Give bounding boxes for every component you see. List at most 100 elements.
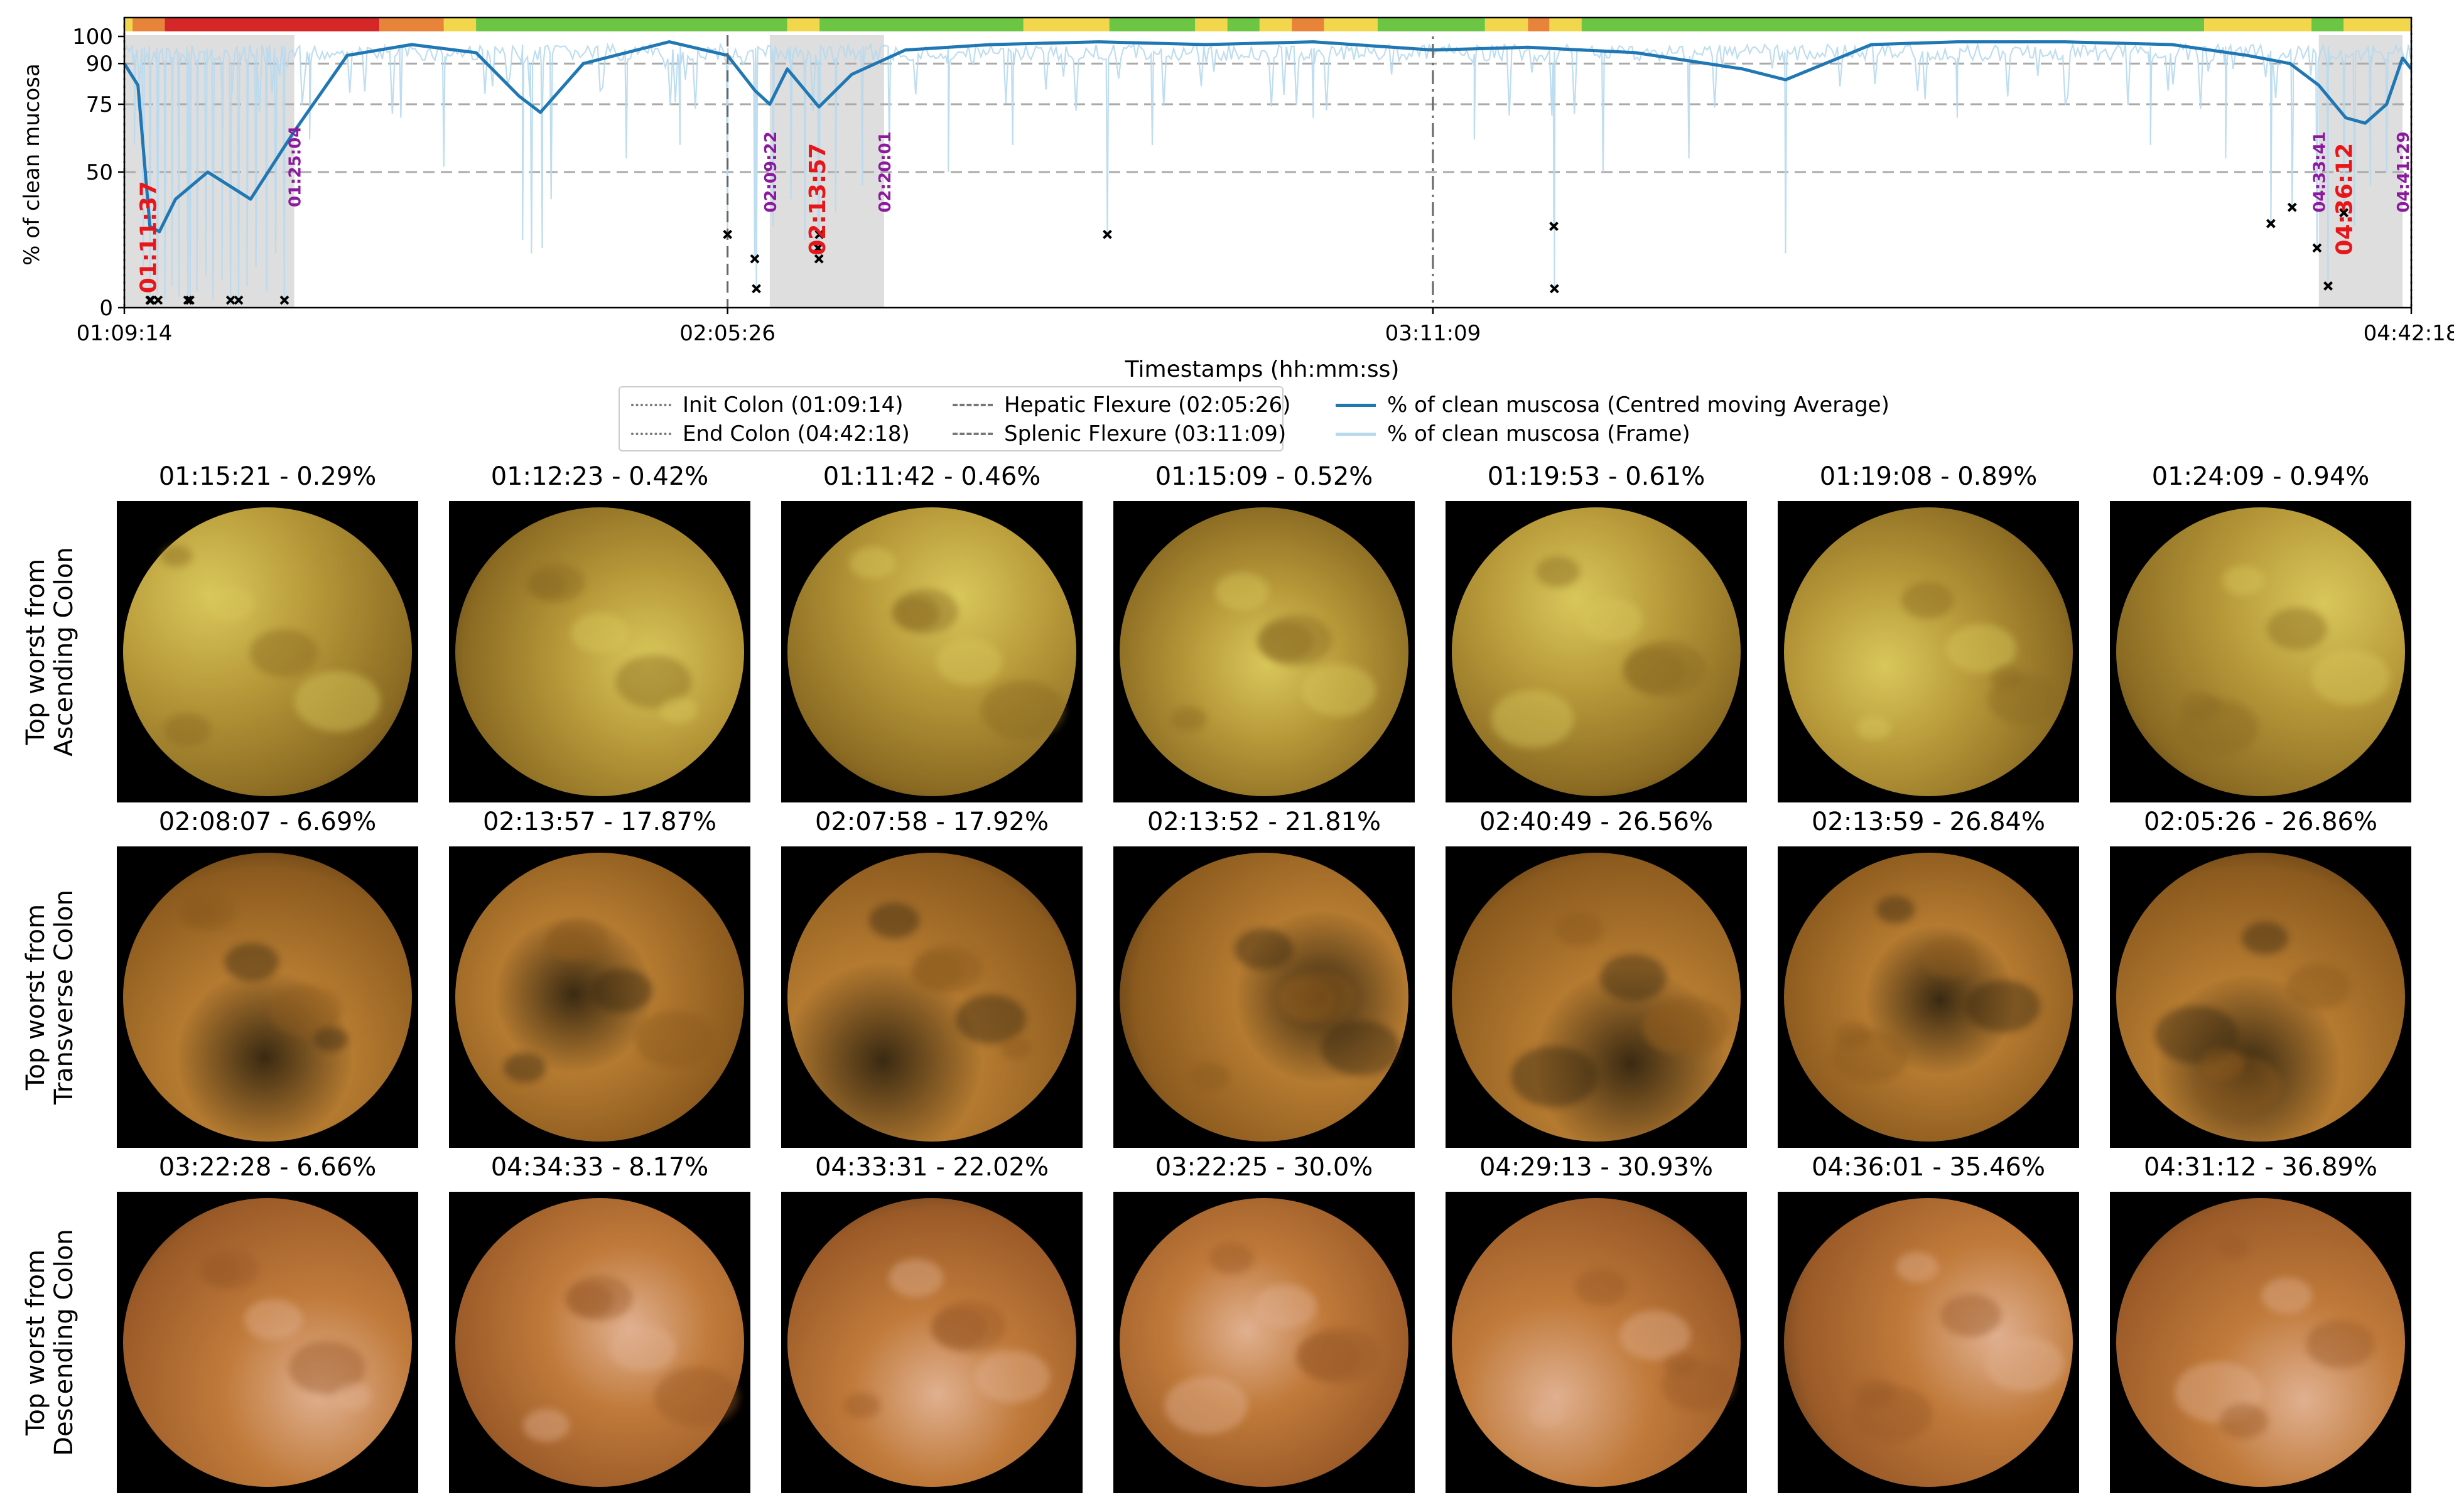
texture-blob xyxy=(1664,1353,1697,1376)
texture-blob xyxy=(590,969,652,1013)
texture-blob xyxy=(1555,912,1604,946)
texture-blob xyxy=(1985,1336,2064,1392)
texture-blob xyxy=(1165,1376,1248,1435)
quality-segment xyxy=(1324,18,1378,31)
annotation-label: 02:09:22 xyxy=(762,131,781,212)
texture-blob xyxy=(1832,1030,1908,1084)
texture-blob xyxy=(225,943,279,981)
texture-blob xyxy=(529,563,585,603)
marker xyxy=(723,229,733,239)
texture-blob xyxy=(202,1250,259,1289)
marker xyxy=(750,254,760,264)
legend-swatch-solid-dark xyxy=(1336,403,1376,407)
thumbnail-title: 04:33:31 - 22.02% xyxy=(814,1153,1049,1182)
texture-blob xyxy=(610,1325,676,1372)
x-tick-label: 03:11:09 xyxy=(1385,321,1481,346)
quality-segment xyxy=(787,18,820,31)
texture-blob xyxy=(1279,971,1356,1025)
texture-blob xyxy=(183,894,235,931)
endoscopy-frame-thumbnail xyxy=(117,501,418,802)
texture-blob xyxy=(1190,1062,1230,1091)
endoscopy-view xyxy=(1452,1198,1741,1487)
marker xyxy=(153,295,163,305)
endoscopy-frame-thumbnail xyxy=(1446,846,1747,1148)
texture-blob xyxy=(2197,1056,2282,1115)
texture-blob xyxy=(161,545,192,567)
texture-blob xyxy=(2286,964,2351,1010)
legend-label: Init Colon (01:09:14) xyxy=(683,392,904,418)
endoscopy-view xyxy=(1784,507,2073,796)
endoscopy-view xyxy=(455,853,744,1142)
frame-line xyxy=(123,41,2412,308)
endoscopy-view xyxy=(1120,853,1408,1142)
texture-blob xyxy=(180,901,216,926)
quality-segment xyxy=(2311,18,2344,31)
texture-blob xyxy=(894,589,958,634)
endoscopy-view xyxy=(1784,853,2073,1142)
endoscopy-frame-thumbnail xyxy=(2110,1192,2411,1493)
endoscopy-frame-thumbnail xyxy=(1113,1192,1415,1493)
texture-blob xyxy=(1511,1046,1597,1107)
legend: Init Colon (01:09:14) End Colon (04:42:1… xyxy=(619,386,1889,451)
y-tick-label: 75 xyxy=(86,92,113,117)
thumbnail-title: 02:40:49 - 26.56% xyxy=(1479,807,1714,836)
texture-blob xyxy=(1623,648,1687,693)
texture-blob xyxy=(200,1257,240,1285)
marker xyxy=(1549,284,1559,294)
texture-blob xyxy=(1857,716,1891,740)
legend-swatch-dashed xyxy=(953,404,993,406)
thumbnail-title: 04:31:12 - 36.89% xyxy=(2143,1153,2378,1182)
texture-blob xyxy=(850,547,895,580)
texture-blob xyxy=(2242,922,2288,954)
marker xyxy=(813,243,823,253)
texture-blob xyxy=(844,1393,880,1418)
texture-blob xyxy=(546,927,590,958)
texture-blob xyxy=(914,945,982,993)
texture-blob xyxy=(1277,978,1337,1021)
endoscopy-view xyxy=(455,507,744,796)
x-axis-label: Timestamps (hh:mm:ss) xyxy=(1125,357,1400,382)
legend-item-hepatic-flexure: Hepatic Flexure (02:05:26) xyxy=(953,392,1290,418)
endoscopy-frame-thumbnail xyxy=(1778,501,2079,802)
thumbnail-title: 04:29:13 - 30.93% xyxy=(1479,1153,1714,1182)
texture-blob xyxy=(892,597,939,630)
marker xyxy=(814,254,824,264)
texture-blob xyxy=(1321,1020,1400,1076)
endoscopy-frame-thumbnail xyxy=(117,846,418,1148)
legend-label: Hepatic Flexure (02:05:26) xyxy=(1004,392,1291,418)
texture-blob xyxy=(1940,1294,2001,1337)
texture-blob xyxy=(2261,1278,2312,1314)
y-axis-label: % of clean mucosa xyxy=(19,63,45,266)
legend-item-frame: % of clean muscosa (Frame) xyxy=(1336,421,1690,446)
annotation-label: 01:11:37 xyxy=(136,181,162,293)
thumbnail-title: 01:11:42 - 0.46% xyxy=(823,462,1041,491)
texture-blob xyxy=(1257,622,1313,662)
quality-segment xyxy=(1227,18,1260,31)
texture-blob xyxy=(2180,692,2220,720)
texture-blob xyxy=(975,1351,1050,1403)
marker xyxy=(1103,229,1112,239)
texture-blob xyxy=(1854,1378,1895,1407)
endoscopy-view xyxy=(2116,1198,2405,1487)
thumbnail-title: 02:08:07 - 6.69% xyxy=(158,807,377,836)
y-tick-label: 0 xyxy=(99,296,113,321)
texture-blob xyxy=(936,639,1002,685)
endoscopy-frame-thumbnail xyxy=(1446,1192,1747,1493)
y-tick-label: 100 xyxy=(72,24,113,50)
texture-blob xyxy=(504,1053,546,1083)
x-tick-label: 04:42:18 xyxy=(2364,321,2454,346)
texture-blob xyxy=(931,1309,987,1348)
quality-segment xyxy=(132,18,165,31)
quality-segment xyxy=(1109,18,1196,31)
endoscopy-frame-thumbnail xyxy=(117,1192,418,1493)
annotation-label: 01:25:04 xyxy=(286,126,305,207)
row-label: Top worst from Descending Colon xyxy=(21,1229,78,1456)
texture-blob xyxy=(615,655,691,708)
texture-blob xyxy=(1000,1037,1032,1059)
thumbnail-title: 04:34:33 - 8.17% xyxy=(490,1153,709,1182)
texture-blob xyxy=(1619,1310,1690,1361)
marker xyxy=(2323,281,2333,291)
quality-segment xyxy=(1549,18,1582,31)
quality-segment xyxy=(1528,18,1550,31)
